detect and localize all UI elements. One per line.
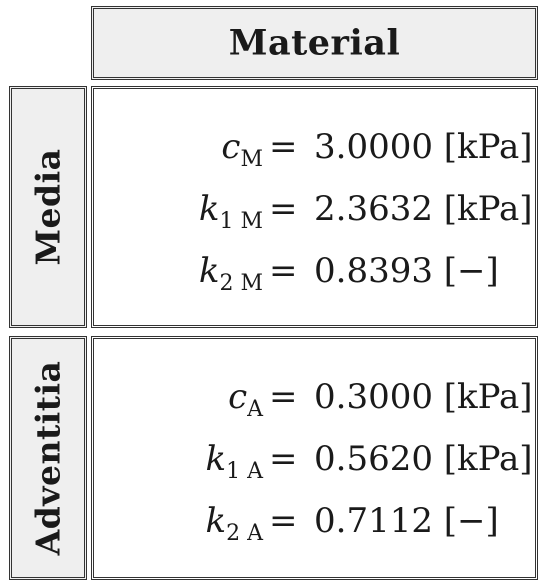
media-label-cell: Media [9,86,87,328]
param-symbol: k [205,439,227,479]
param-subscript: A [247,396,263,422]
adventitia-params-panel: cA = 0.3000 [kPa] k1 A = 0.5620 [kPa] k2… [91,336,538,580]
param-row-k1-m: k1 M = 2.3632 [kPa] [198,189,533,234]
param-value: 0.8393 [314,251,433,291]
param-value: 0.5620 [314,439,433,479]
param-unit: [−] [443,251,499,291]
media-label: Media [28,148,68,266]
param-row-k2-m: k2 M = 0.8393 [−] [198,251,499,296]
param-symbol: k [205,501,227,541]
param-unit: [kPa] [443,127,533,167]
param-subscript: 1 A [226,458,263,484]
param-value: 0.7112 [314,501,433,541]
param-value: 2.3632 [314,189,433,229]
adventitia-label-cell: Adventitia [9,336,87,580]
param-symbol: k [198,189,220,229]
param-value: 0.3000 [314,377,433,417]
param-value: 3.0000 [314,127,433,167]
param-symbol: c [221,127,241,167]
param-symbol: c [228,377,248,417]
param-subscript: 2 M [219,270,263,296]
header-title: Material [228,22,401,64]
param-unit: [−] [443,501,499,541]
media-params-panel: cM = 3.0000 [kPa] k1 M = 2.3632 [kPa] k2… [91,86,538,328]
param-row-c-m: cM = 3.0000 [kPa] [221,127,533,172]
param-row-c-a: cA = 0.3000 [kPa] [228,377,533,422]
param-unit: [kPa] [443,377,533,417]
param-subscript: 1 M [219,208,263,234]
param-row-k2-a: k2 A = 0.7112 [−] [205,501,499,546]
param-unit: [kPa] [443,189,533,229]
adventitia-label: Adventitia [28,360,68,556]
material-header: Material [91,6,538,80]
param-subscript: M [240,146,263,172]
param-symbol: k [198,251,220,291]
param-subscript: 2 A [226,520,263,546]
param-row-k1-a: k1 A = 0.5620 [kPa] [205,439,533,484]
param-unit: [kPa] [443,439,533,479]
